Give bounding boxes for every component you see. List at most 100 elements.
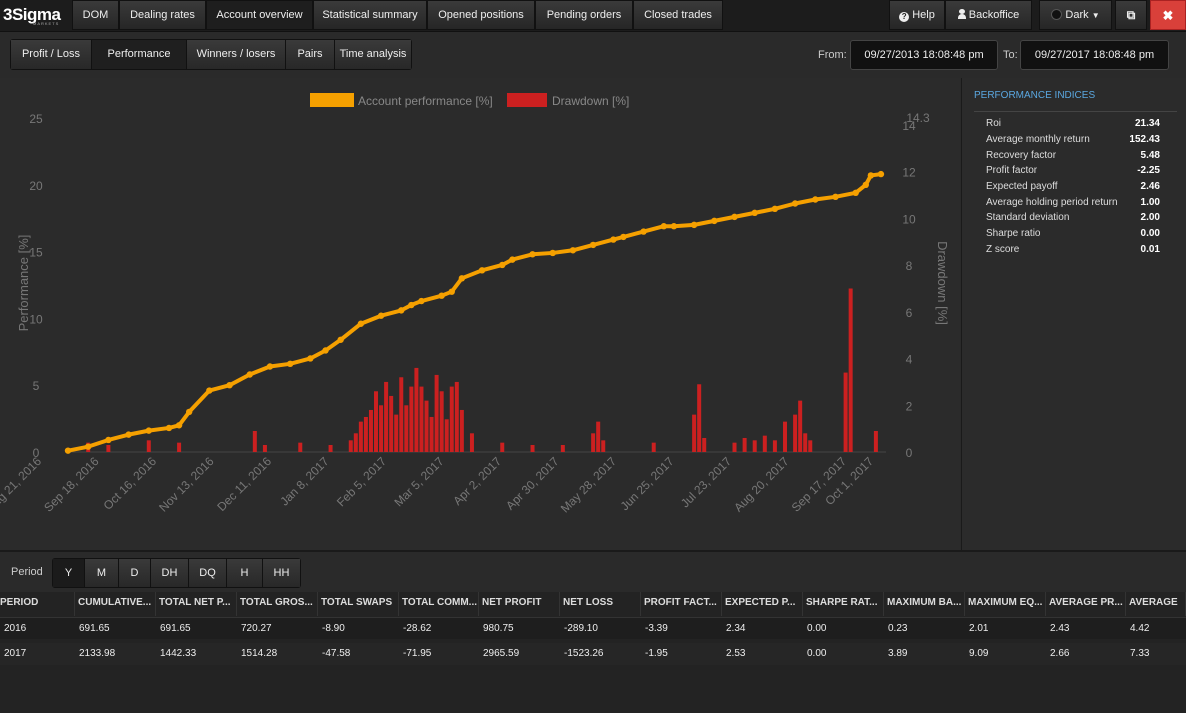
chart-tabs: Profit / Loss Performance Winners / lose… (10, 39, 412, 70)
tab-pairs[interactable]: Pairs (286, 40, 335, 69)
drawdown-bar (424, 400, 429, 452)
period-m[interactable]: M (85, 559, 119, 587)
drawdown-bar (772, 440, 777, 452)
x-tick-label: May 28, 2017 (558, 454, 620, 516)
period-dq[interactable]: DQ (189, 559, 227, 587)
index-row: Average monthly return 152.43 (986, 134, 1160, 145)
column-header[interactable]: TOTAL SWAPS (318, 592, 399, 616)
table-cell: 9.09 (969, 648, 989, 659)
table-cell: 0.00 (807, 623, 827, 634)
table-cell: 7.33 (1130, 648, 1150, 659)
period-hh[interactable]: HH (263, 559, 300, 587)
column-header[interactable]: TOTAL COMM... (399, 592, 479, 616)
drawdown-bar (702, 437, 707, 452)
y-tick-label: 10 (29, 312, 43, 326)
drawdown-bar (409, 386, 414, 452)
performance-point (307, 355, 314, 362)
legend-label-performance: Account performance [%] (358, 94, 493, 108)
performance-chart: Account performance [%] Drawdown [%] 0 5 10 1… (0, 93, 950, 516)
performance-point (438, 292, 445, 299)
close-button[interactable]: ✖ (1150, 0, 1186, 30)
popout-button[interactable]: ⧉ (1115, 0, 1147, 30)
table-row[interactable]: 2016 691.65 691.65 720.27 -8.90 -28.62 980.75 -… (0, 617, 1186, 639)
legend-swatch-drawdown (507, 93, 547, 107)
y2-axis-label: Drawdown [%] (935, 241, 950, 325)
drawdown-bar (798, 400, 803, 452)
column-header[interactable]: TOTAL GROS... (237, 592, 318, 616)
column-header[interactable]: PERIOD (0, 592, 75, 616)
close-icon: ✖ (1162, 8, 1174, 23)
performance-point (165, 424, 173, 432)
theme-dropdown[interactable]: Dark ▼ (1039, 0, 1112, 30)
column-header[interactable]: MAXIMUM EQ... (965, 592, 1046, 616)
column-header[interactable]: EXPECTED P... (722, 592, 803, 616)
performance-point (206, 387, 213, 394)
drawdown-bar (419, 386, 424, 452)
nav-opened-positions[interactable]: Opened positions (427, 0, 535, 30)
help-button[interactable]: ? Help (889, 0, 945, 30)
x-tick-label: Mar 5, 2017 (391, 454, 446, 509)
drawdown-bar (762, 435, 767, 452)
tab-performance[interactable]: Performance (92, 40, 187, 69)
nav-dealing-rates[interactable]: Dealing rates (119, 0, 206, 30)
performance-point (458, 275, 466, 282)
nav-closed-trades[interactable]: Closed trades (633, 0, 723, 30)
column-header[interactable]: PROFIT FACT... (641, 592, 722, 616)
period-y[interactable]: Y (53, 559, 85, 587)
performance-point (398, 307, 405, 314)
x-tick-label: Aug 21, 2016 (0, 454, 44, 515)
y2-tick-label: 2 (906, 399, 913, 413)
drawdown-bar (353, 433, 358, 452)
y2-tick-label: 8 (906, 259, 913, 273)
column-header[interactable]: CUMULATIVE... (75, 592, 156, 616)
nav-account-overview[interactable]: Account overview (206, 0, 313, 30)
drawdown-bar (404, 405, 409, 452)
x-tick-label: Jul 23, 2017 (678, 454, 734, 510)
index-row: Sharpe ratio 0.00 (986, 228, 1160, 239)
column-header[interactable]: MAXIMUM BA... (884, 592, 965, 616)
to-label: To: (1003, 49, 1018, 61)
backoffice-button[interactable]: Backoffice (945, 0, 1032, 30)
table-cell: 4.42 (1130, 623, 1150, 634)
drawdown-bar (596, 421, 601, 452)
drawdown-bar (843, 372, 848, 452)
nav-dom[interactable]: DOM (72, 0, 119, 30)
performance-point (266, 363, 274, 370)
performance-point (731, 213, 738, 221)
period-h[interactable]: H (227, 559, 263, 587)
table-cell: 720.27 (241, 623, 272, 634)
x-tick-label: Feb 5, 2017 (334, 454, 389, 509)
drawdown-bar (262, 444, 267, 452)
y-tick-label: 5 (33, 379, 40, 393)
period-d[interactable]: D (119, 559, 151, 587)
to-date-input[interactable]: 09/27/2017 18:08:48 pm (1020, 40, 1169, 70)
column-header[interactable]: NET PROFIT (479, 592, 560, 616)
table-row[interactable]: 2017 2133.98 1442.33 1514.28 -47.58 -71.95 296… (0, 643, 1186, 665)
from-date-input[interactable]: 09/27/2013 18:08:48 pm (850, 40, 998, 70)
y-tick-label: 15 (29, 246, 43, 260)
drawdown-bar (439, 391, 444, 452)
tab-time-analysis[interactable]: Time analysis (335, 40, 411, 69)
table-cell: -289.10 (564, 623, 598, 634)
tab-winners-losers[interactable]: Winners / losers (187, 40, 286, 69)
nav-pending-orders[interactable]: Pending orders (535, 0, 633, 30)
y2-tick-label: 14 (902, 119, 916, 133)
y-tick-label: 20 (29, 179, 43, 193)
nav-statistical-summary[interactable]: Statistical summary (313, 0, 427, 30)
x-tick-label: Nov 13, 2016 (156, 454, 217, 515)
column-header[interactable]: SHARPE RAT... (803, 592, 884, 616)
drawdown-bar (348, 440, 353, 452)
y2-tick-label: 10 (902, 212, 916, 226)
performance-point (418, 297, 425, 305)
performance-point (711, 217, 718, 225)
column-header[interactable]: TOTAL NET P... (156, 592, 237, 616)
drawdown-bar (742, 437, 747, 452)
drawdown-bar (389, 395, 394, 452)
index-row: Average holding period return 1.00 (986, 197, 1160, 208)
column-header[interactable]: AVERAGE (1126, 592, 1186, 616)
drawdown-bar (803, 433, 808, 452)
column-header[interactable]: AVERAGE PR... (1046, 592, 1126, 616)
tab-profit-loss[interactable]: Profit / Loss (11, 40, 92, 69)
period-dh[interactable]: DH (151, 559, 189, 587)
column-header[interactable]: NET LOSS (560, 592, 641, 616)
